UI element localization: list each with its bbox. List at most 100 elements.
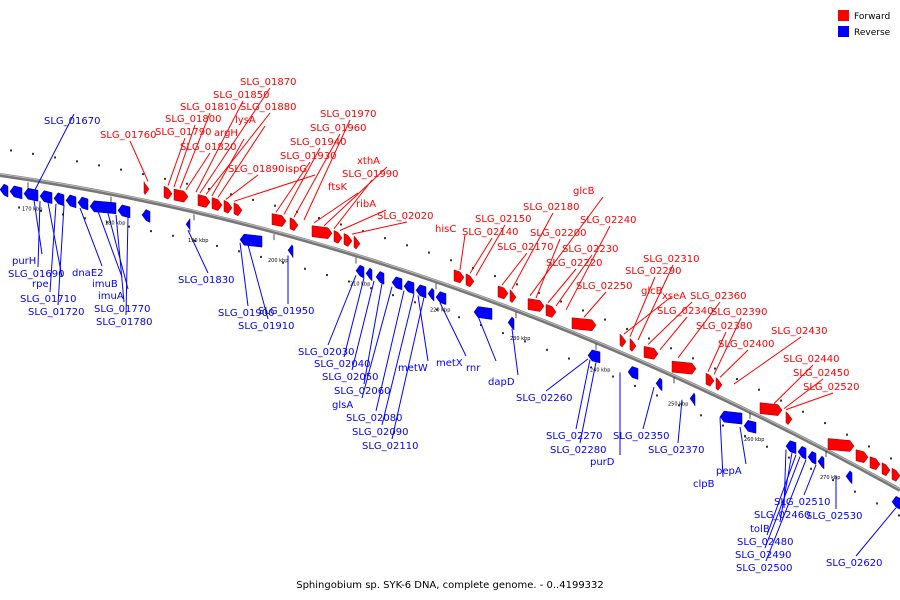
gene-reverse[interactable] (627, 366, 639, 380)
gene-label-reverse[interactable]: SLG_01830 (178, 275, 234, 286)
gene-reverse[interactable] (785, 440, 797, 455)
gene-forward[interactable] (223, 199, 233, 214)
gene-forward[interactable] (333, 230, 343, 244)
gene-label-reverse[interactable]: SLG_01690 (8, 269, 64, 280)
gene-label-reverse[interactable]: SLG_02060 (334, 386, 390, 397)
gene-label-reverse[interactable]: pepA (716, 466, 742, 477)
gene-label-reverse[interactable]: purH (12, 256, 36, 267)
gene-label-reverse[interactable]: SLG_02030 (298, 347, 354, 358)
gene-label-reverse[interactable]: SLG_01950 (258, 306, 314, 317)
gene-forward[interactable] (545, 304, 557, 318)
gene-reverse[interactable] (473, 306, 493, 320)
gene-reverse[interactable] (587, 349, 601, 364)
gene-reverse[interactable] (39, 190, 53, 204)
gene-forward[interactable] (827, 438, 855, 452)
gene-label-reverse[interactable]: metW (398, 363, 428, 374)
gene-reverse[interactable] (185, 217, 191, 232)
gene-label-forward[interactable]: SLG_02180 (523, 202, 579, 213)
gene-label-reverse[interactable]: SLG_01720 (28, 307, 84, 318)
gene-forward[interactable] (353, 235, 361, 250)
gene-label-forward[interactable]: SLG_02020 (377, 211, 433, 222)
gene-label-forward[interactable]: hisC (435, 224, 456, 235)
gene-label-reverse[interactable]: SLG_02350 (613, 431, 669, 442)
gene-label-forward[interactable]: SLG_01930 (280, 151, 336, 162)
gene-label-forward[interactable]: xthA (357, 156, 380, 167)
gene-label-forward[interactable]: SLG_02240 (580, 215, 636, 226)
gene-reverse[interactable] (375, 271, 385, 285)
gene-forward[interactable] (891, 467, 900, 482)
gene-label-forward[interactable]: ribA (356, 199, 376, 210)
gene-label-reverse[interactable]: SLG_02510 (774, 497, 830, 508)
gene-label-forward[interactable]: argH (214, 128, 238, 139)
gene-forward[interactable] (785, 411, 793, 426)
gene-label-reverse[interactable]: clpB (693, 479, 715, 490)
gene-label-forward[interactable]: ftsK (328, 182, 347, 193)
gene-forward[interactable] (343, 233, 353, 247)
gene-reverse[interactable] (77, 196, 89, 211)
gene-label-forward[interactable]: glcB (641, 286, 663, 297)
gene-reverse[interactable] (655, 377, 663, 392)
gene-reverse[interactable] (807, 451, 817, 465)
gene-label-reverse[interactable]: SLG_01710 (20, 294, 76, 305)
gene-forward[interactable] (527, 298, 545, 312)
gene-reverse[interactable] (817, 455, 825, 470)
gene-reverse[interactable] (415, 284, 427, 299)
gene-label-forward[interactable]: SLG_01940 (290, 137, 346, 148)
gene-forward[interactable] (705, 372, 715, 387)
gene-reverse[interactable] (65, 194, 77, 209)
gene-forward[interactable] (465, 273, 475, 288)
gene-reverse[interactable] (53, 192, 65, 207)
gene-label-reverse[interactable]: SLG_02620 (826, 558, 882, 569)
gene-reverse[interactable] (9, 185, 23, 200)
gene-label-reverse[interactable]: SLG_01770 (94, 304, 150, 315)
gene-label-forward[interactable]: SLG_01790 (155, 127, 211, 138)
gene-label-reverse[interactable]: SLG_01900 (218, 308, 274, 319)
gene-label-reverse[interactable]: SLG_02270 (546, 431, 602, 442)
gene-label-forward[interactable]: SLG_01990 (342, 169, 398, 180)
gene-label-forward[interactable]: SLG_01820 (180, 142, 236, 153)
gene-label-reverse[interactable]: SLG_02110 (362, 441, 418, 452)
gene-label-forward[interactable]: glcB (573, 186, 595, 197)
gene-label-reverse[interactable]: imuA (98, 291, 124, 302)
gene-label-forward[interactable]: SLG_01870 (240, 77, 296, 88)
gene-label-reverse[interactable]: purD (590, 457, 615, 468)
gene-reverse[interactable] (797, 445, 807, 460)
gene-label-forward[interactable]: SLG_02250 (576, 281, 632, 292)
gene-reverse[interactable] (403, 280, 415, 295)
gene-forward[interactable] (643, 346, 659, 360)
gene-label-forward[interactable]: SLG_02290 (625, 266, 681, 277)
gene-label-reverse[interactable]: tolB (750, 524, 770, 535)
gene-reverse[interactable] (507, 316, 515, 331)
gene-forward[interactable] (881, 462, 891, 477)
gene-label-forward[interactable]: SLG_02360 (690, 291, 746, 302)
gene-label-forward[interactable]: SLG_02150 (475, 214, 531, 225)
gene-label-reverse[interactable]: SLG_02260 (516, 393, 572, 404)
gene-forward[interactable] (497, 285, 509, 300)
gene-label-forward[interactable]: SLG_02520 (803, 382, 859, 393)
gene-reverse[interactable] (23, 187, 39, 202)
gene-label-reverse[interactable]: SLG_02480 (737, 537, 793, 548)
gene-label-forward[interactable]: SLG_01850 (213, 90, 269, 101)
gene-label-forward[interactable]: lysA (235, 115, 256, 126)
gene-label-forward[interactable]: SLG_02170 (497, 242, 553, 253)
gene-label-reverse[interactable]: SLG_02500 (736, 563, 792, 574)
gene-reverse[interactable] (743, 420, 757, 434)
gene-label-forward[interactable]: SLG_02200 (530, 228, 586, 239)
gene-reverse[interactable] (287, 244, 294, 258)
gene-label-reverse[interactable]: SLG_02460 (754, 510, 810, 521)
gene-label-forward[interactable]: SLG_02230 (562, 244, 618, 255)
gene-forward[interactable] (233, 202, 243, 217)
gene-reverse[interactable] (435, 291, 447, 305)
gene-label-reverse[interactable]: imuB (92, 279, 118, 290)
gene-label-forward[interactable]: SLG_01760 (100, 130, 156, 141)
gene-label-reverse[interactable]: SLG_02280 (550, 445, 606, 456)
gene-label-reverse[interactable]: rpe (32, 279, 49, 290)
gene-label-reverse[interactable]: dapD (488, 377, 515, 388)
gene-reverse[interactable] (355, 264, 365, 279)
gene-reverse[interactable] (391, 276, 403, 291)
gene-label-reverse[interactable]: SLG_02080 (346, 413, 402, 424)
gene-forward[interactable] (759, 402, 783, 416)
gene-forward[interactable] (271, 213, 287, 227)
gene-label-forward[interactable]: SLG_02310 (643, 254, 699, 265)
gene-label-reverse[interactable]: SLG_02090 (352, 427, 408, 438)
